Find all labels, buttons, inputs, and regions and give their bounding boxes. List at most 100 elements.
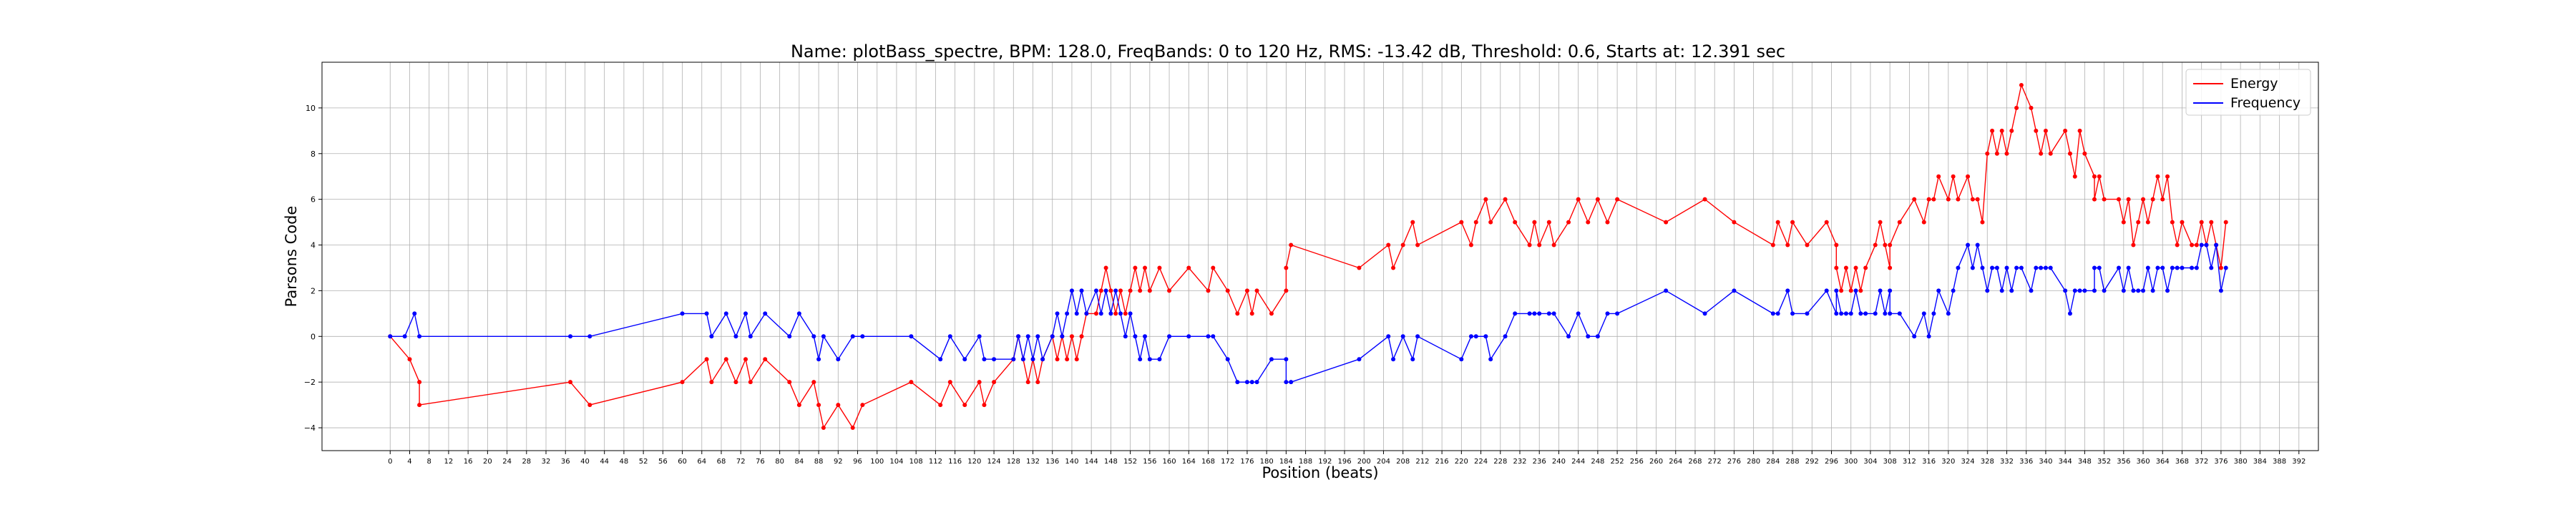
energy-data-point (1824, 220, 1829, 225)
energy-data-point (1244, 288, 1249, 293)
energy-data-point (1863, 265, 1868, 270)
energy-data-point (1118, 288, 1123, 293)
frequency-data-point (2092, 288, 2097, 293)
x-tick-label: 136 (1045, 458, 1059, 466)
energy-data-point (1966, 174, 1971, 179)
x-tick-label: 132 (1026, 458, 1040, 466)
energy-data-point (1527, 242, 1532, 247)
frequency-data-point (1206, 334, 1211, 339)
x-tick-label: 296 (1825, 458, 1838, 466)
energy-data-point (2102, 197, 2107, 202)
energy-data-point (723, 357, 728, 362)
energy-data-point (1079, 334, 1084, 339)
energy-data-point (1235, 311, 1240, 316)
energy-data-point (587, 403, 592, 408)
frequency-data-point (2077, 288, 2082, 293)
frequency-data-point (2160, 265, 2165, 270)
energy-data-point (1605, 220, 1610, 225)
x-tick-label: 344 (2059, 458, 2072, 466)
energy-data-point (2092, 174, 2097, 179)
frequency-data-point (811, 334, 816, 339)
energy-data-point (1410, 220, 1415, 225)
x-tick-label: 100 (870, 458, 884, 466)
frequency-data-point (1143, 334, 1148, 339)
x-tick-label: 364 (2156, 458, 2170, 466)
energy-data-point (1143, 265, 1148, 270)
energy-data-point (2019, 82, 2024, 87)
energy-data-point (1834, 265, 1839, 270)
frequency-data-point (1873, 311, 1878, 316)
frequency-data-point (1468, 334, 1473, 339)
x-tick-label: 160 (1163, 458, 1176, 466)
frequency-data-point (1946, 311, 1951, 316)
energy-data-point (2131, 242, 2136, 247)
energy-data-point (787, 380, 792, 385)
energy-data-point (704, 357, 709, 362)
frequency-data-point (1985, 288, 1990, 293)
energy-data-point (2063, 128, 2068, 133)
frequency-data-point (2145, 265, 2150, 270)
energy-data-point (1858, 288, 1863, 293)
x-axis-ticks: 0 4 8 12 16 20 24 28 32 36 40 44 48 52 56 60 64 68 72 76 80 8… (388, 451, 2306, 466)
energy-data-point (2126, 197, 2131, 202)
frequency-data-point (962, 357, 967, 362)
frequency-data-point (2019, 265, 2024, 270)
energy-data-point (2067, 151, 2072, 156)
x-tick-label: 372 (2195, 458, 2208, 466)
x-tick-label: 200 (1357, 458, 1371, 466)
energy-data-point (1980, 220, 1985, 225)
x-tick-label: 320 (1941, 458, 1955, 466)
frequency-data-point (2067, 311, 2072, 316)
x-tick-label: 220 (1455, 458, 1468, 466)
frequency-data-point (1254, 380, 1259, 385)
x-tick-label: 184 (1279, 458, 1293, 466)
frequency-data-point (1249, 380, 1254, 385)
x-tick-label: 72 (736, 458, 746, 466)
y-tick-label: −2 (304, 378, 316, 387)
energy-data-point (743, 357, 748, 362)
frequency-data-point (1586, 334, 1591, 339)
x-tick-label: 20 (483, 458, 492, 466)
energy-data-point (1970, 197, 1975, 202)
x-tick-label: 88 (814, 458, 824, 466)
energy-data-point (1775, 220, 1780, 225)
frequency-data-point (2150, 288, 2155, 293)
frequency-data-point (417, 334, 422, 339)
energy-data-point (2014, 105, 2019, 110)
energy-data-point (2218, 265, 2223, 270)
y-axis-ticks: −4 −2 0 2 4 6 8 10 (304, 104, 322, 433)
energy-data-point (1157, 265, 1162, 270)
x-tick-label: 272 (1708, 458, 1722, 466)
x-tick-label: 248 (1591, 458, 1604, 466)
frequency-data-point (2141, 288, 2146, 293)
energy-data-point (1615, 197, 1620, 202)
energy-data-point (1459, 220, 1464, 225)
frequency-data-point (1069, 288, 1074, 293)
x-tick-label: 156 (1143, 458, 1156, 466)
energy-data-point (1488, 220, 1493, 225)
x-tick-label: 388 (2273, 458, 2286, 466)
frequency-data-point (2102, 288, 2107, 293)
energy-data-point (1834, 242, 1839, 247)
frequency-data-point (1770, 311, 1775, 316)
x-tick-label: 240 (1552, 458, 1566, 466)
x-tick-label: 32 (542, 458, 551, 466)
energy-data-point (748, 380, 753, 385)
energy-data-point (709, 380, 714, 385)
energy-data-point (1147, 288, 1152, 293)
frequency-data-point (2170, 265, 2175, 270)
energy-data-point (2180, 220, 2185, 225)
energy-data-point (1400, 242, 1405, 247)
energy-data-point (2175, 242, 2180, 247)
frequency-data-point (587, 334, 592, 339)
frequency-data-point (2039, 265, 2044, 270)
frequency-data-point (1848, 311, 1853, 316)
frequency-data-point (1888, 288, 1893, 293)
energy-data-point (1532, 220, 1537, 225)
frequency-data-point (1113, 288, 1118, 293)
x-tick-label: 300 (1844, 458, 1858, 466)
frequency-data-point (2082, 288, 2087, 293)
frequency-data-point (1410, 357, 1415, 362)
energy-data-point (2117, 197, 2121, 202)
frequency-data-point (1415, 334, 1420, 339)
